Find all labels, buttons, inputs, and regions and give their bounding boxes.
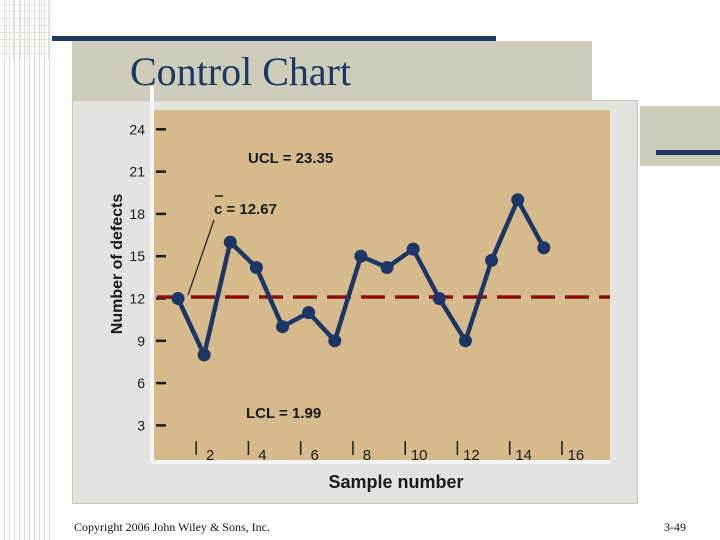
page-number: 3-49 bbox=[664, 520, 686, 534]
hatch-decoration bbox=[0, 0, 52, 540]
slide-title: Control Chart bbox=[130, 49, 352, 94]
data-point bbox=[171, 292, 185, 305]
data-point bbox=[354, 249, 368, 263]
data-point bbox=[511, 193, 525, 207]
data-point bbox=[380, 260, 394, 274]
y-tick-label: 24 bbox=[129, 121, 145, 137]
x-tick-label: 10 bbox=[411, 447, 428, 464]
x-tick-label: 14 bbox=[515, 447, 532, 464]
data-point bbox=[432, 292, 446, 305]
data-point bbox=[276, 320, 290, 334]
y-tick-label: 15 bbox=[129, 248, 145, 264]
lcl-label: LCL = 1.99 bbox=[246, 405, 321, 422]
center-line-leader bbox=[187, 219, 215, 296]
data-point bbox=[406, 242, 420, 256]
y-tick-label: 12 bbox=[129, 291, 145, 307]
y-tick-label: 3 bbox=[137, 417, 145, 433]
ucl-label: UCL = 23.35 bbox=[248, 150, 333, 167]
x-tick-label: 16 bbox=[568, 447, 585, 464]
title-bar bbox=[52, 36, 496, 41]
grid-decoration bbox=[0, 0, 52, 60]
data-point bbox=[485, 253, 499, 267]
x-axis-label: Sample number bbox=[328, 472, 463, 492]
y-tick-label: 21 bbox=[129, 164, 145, 180]
x-tick-label: 12 bbox=[463, 447, 480, 464]
side-bar-decoration bbox=[656, 150, 720, 155]
x-tick-label: 2 bbox=[206, 447, 214, 464]
x-tick-label: 4 bbox=[258, 447, 266, 464]
x-tick-label: 6 bbox=[310, 447, 318, 464]
side-decoration bbox=[640, 106, 720, 166]
data-point bbox=[223, 235, 237, 249]
y-axis-label: Number of defects bbox=[109, 194, 126, 335]
y-tick-label: 18 bbox=[129, 206, 145, 222]
y-tick-label: 6 bbox=[137, 375, 145, 391]
data-point bbox=[302, 306, 316, 320]
data-point bbox=[458, 334, 472, 348]
data-point bbox=[537, 241, 551, 255]
x-tick-label: 8 bbox=[363, 447, 371, 464]
data-point bbox=[197, 348, 211, 362]
y-tick-label: 9 bbox=[137, 333, 145, 349]
data-point bbox=[328, 334, 342, 348]
data-point bbox=[249, 260, 263, 274]
copyright-footer: Copyright 2006 John Wiley & Sons, Inc. bbox=[74, 520, 270, 534]
center-line-label: c = 12.67 bbox=[214, 201, 277, 218]
plot-background bbox=[152, 110, 610, 462]
